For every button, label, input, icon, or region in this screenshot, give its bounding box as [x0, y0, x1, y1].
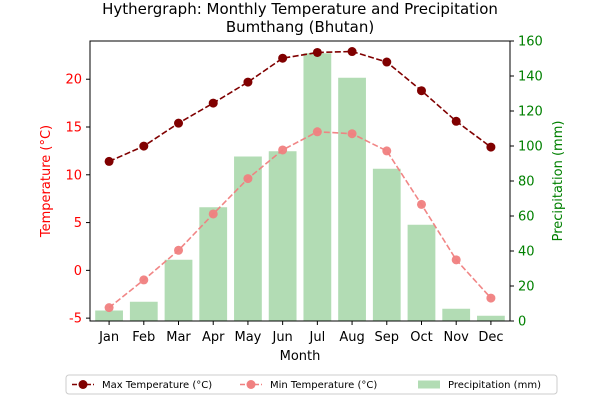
max-temp-point-may: [243, 77, 253, 87]
plot-frame: [89, 40, 511, 322]
precip-bar-mar: [164, 259, 193, 321]
right-tick-label: 140: [518, 70, 543, 85]
min-temp-line: [108, 130, 492, 309]
left-tick-label: 15: [65, 121, 82, 136]
max-temp-point-jan: [104, 156, 114, 166]
precip-legend-swatch: [418, 380, 440, 389]
min-temp-point-jan: [104, 303, 114, 313]
left-tick-label: 5: [74, 216, 82, 231]
chart-subtitle: Bumthang (Bhutan): [226, 18, 374, 36]
x-tick-label-apr: Apr: [202, 330, 225, 345]
x-tick-label-nov: Nov: [444, 330, 470, 345]
precip-bar-aug: [338, 77, 366, 321]
right-tick-label: 40: [518, 245, 535, 260]
right-axis-label: Precipitation (mm): [551, 121, 566, 242]
x-tick-label-sep: Sep: [375, 330, 400, 345]
min-temp-point-dec: [486, 293, 496, 303]
legend-frame: [65, 374, 558, 395]
right-tick-label: 60: [518, 210, 535, 225]
x-tick-label-jun: Jun: [271, 330, 292, 345]
precip-bar-nov: [442, 308, 471, 321]
x-tick-label-oct: Oct: [410, 330, 432, 345]
min-temp-point-sep: [382, 146, 392, 156]
min-temp-legend-marker: [246, 380, 256, 389]
chart-title: Hythergraph: Monthly Temperature and Pre…: [102, 0, 498, 18]
max-temp-legend-marker: [78, 380, 88, 389]
max-temp-point-jul: [312, 47, 322, 57]
right-tick-label: 120: [518, 105, 543, 120]
x-tick-label-dec: Dec: [478, 330, 503, 345]
x-tick-label-aug: Aug: [339, 330, 364, 345]
min-temp-point-apr: [208, 209, 218, 219]
x-tick-label-feb: Feb: [132, 330, 155, 345]
precip-bar-sep: [372, 168, 401, 321]
left-tick-label: 10: [65, 168, 82, 183]
max-temp-point-feb: [139, 141, 149, 151]
left-tick-label: 0: [74, 264, 82, 279]
right-tick-label: 80: [518, 175, 535, 190]
max-temp-point-mar: [174, 118, 184, 128]
max-temp-point-apr: [208, 98, 218, 108]
precip-bar-jan: [95, 310, 123, 321]
right-tick-label: 160: [518, 35, 543, 50]
precip-bar-apr: [199, 207, 228, 321]
legend: Max Temperature (°C) Min Temperature (°C)…: [65, 374, 558, 395]
right-tick-label: 100: [518, 140, 543, 155]
max-temp-point-nov: [451, 116, 461, 126]
x-axis-label: Month: [280, 349, 321, 364]
precip-bar-jul: [303, 53, 332, 321]
right-tick-label: 0: [518, 315, 526, 330]
min-temp-legend-label: Min Temperature (°C): [270, 380, 377, 391]
left-tick-label: 20: [65, 73, 82, 88]
min-temp-point-jun: [278, 145, 288, 155]
right-tick-label: 20: [518, 280, 535, 295]
x-tick-label-may: May: [234, 330, 261, 345]
min-temp-point-may: [243, 174, 253, 184]
precip-bar-oct: [407, 224, 436, 321]
max-temp-point-sep: [382, 57, 392, 67]
min-temp-point-aug: [347, 129, 357, 139]
max-temp-point-dec: [486, 142, 496, 152]
min-temp-point-feb: [139, 275, 149, 285]
precip-legend-label: Precipitation (mm): [448, 380, 541, 391]
left-axis-label: Temperature (°C): [39, 125, 54, 238]
max-temp-point-aug: [347, 47, 357, 57]
precip-bar-dec: [477, 315, 505, 321]
precip-bar-feb: [129, 301, 158, 321]
left-tick-label: -5: [69, 312, 82, 327]
min-temp-point-mar: [174, 245, 184, 255]
x-tick-label-mar: Mar: [166, 330, 191, 345]
max-temp-legend-label: Max Temperature (°C): [102, 380, 212, 391]
x-tick-label-jan: Jan: [98, 330, 119, 345]
min-temp-point-nov: [451, 255, 461, 265]
precip-bar-may: [234, 156, 262, 321]
max-temp-point-jun: [278, 53, 288, 63]
max-temp-point-oct: [416, 86, 426, 96]
precip-bar-jun: [268, 151, 297, 321]
min-temp-point-jul: [312, 127, 322, 137]
min-temp-point-oct: [416, 199, 426, 209]
x-tick-label-jul: Jul: [309, 330, 326, 345]
max-temp-line: [108, 50, 492, 163]
